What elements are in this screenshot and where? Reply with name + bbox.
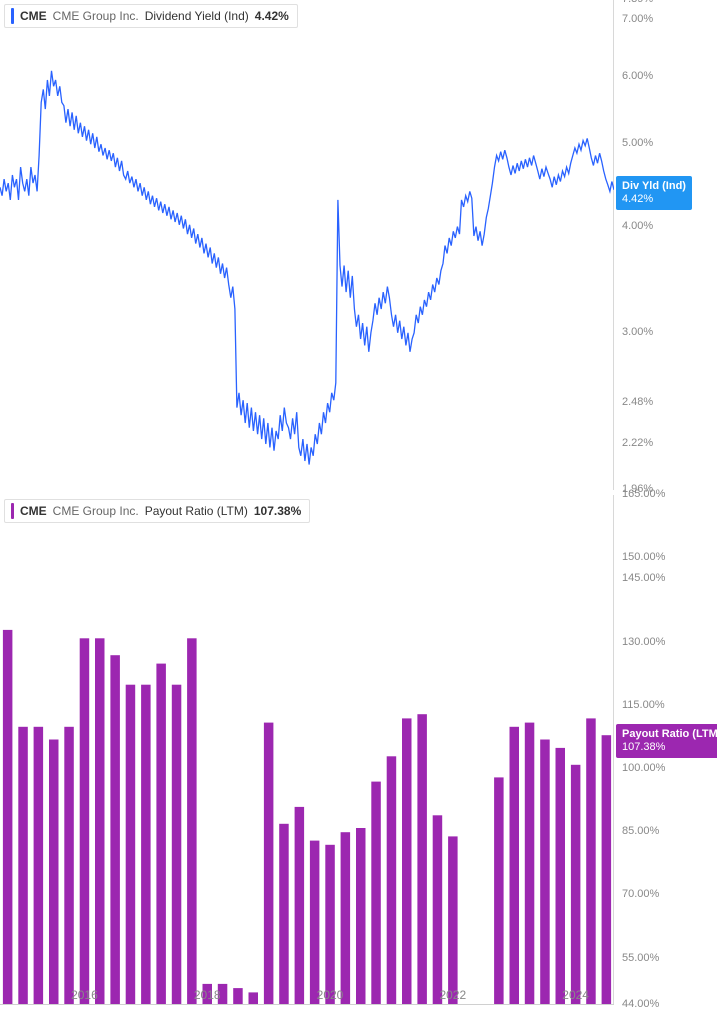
y-tick-label: 4.00% (622, 220, 653, 232)
bar (540, 740, 550, 1006)
bar (417, 714, 427, 1005)
plot-svg[interactable] (0, 495, 614, 1005)
bar (126, 685, 136, 1005)
y-tick-label: 3.00% (622, 326, 653, 338)
bar (64, 727, 74, 1005)
callout-value: 107.38% (622, 741, 717, 754)
bar (387, 756, 397, 1005)
value-callout: Payout Ratio (LTM)107.38% (616, 724, 717, 758)
legend-metric: Payout Ratio (LTM) (145, 504, 248, 518)
bar (525, 723, 535, 1005)
x-tick-label: 2024 (562, 988, 589, 1002)
x-tick-label: 2018 (194, 988, 221, 1002)
bar (3, 630, 13, 1005)
y-tick-label: 44.00% (622, 998, 659, 1010)
bar (18, 727, 28, 1005)
bar (34, 727, 44, 1005)
chart-legend[interactable]: CME CME Group Inc. Payout Ratio (LTM) 107.3… (4, 499, 310, 523)
y-tick-label: 55.00% (622, 952, 659, 964)
y-tick-label: 165.00% (622, 488, 665, 500)
bar (556, 748, 566, 1005)
plot-svg[interactable] (0, 0, 614, 490)
x-tick-label: 2020 (317, 988, 344, 1002)
bar (233, 988, 243, 1005)
bar (586, 718, 596, 1005)
y-tick-label: 2.22% (622, 437, 653, 449)
chart-legend[interactable]: CME CME Group Inc. Dividend Yield (Ind) 4.4… (4, 4, 298, 28)
bar (264, 723, 274, 1005)
bar (356, 828, 366, 1005)
y-tick-label: 70.00% (622, 888, 659, 900)
y-tick-label: 115.00% (622, 699, 665, 711)
bar (279, 824, 289, 1005)
bar (325, 845, 335, 1005)
y-tick-label: 145.00% (622, 572, 665, 584)
bar (341, 832, 351, 1005)
y-tick-label: 150.00% (622, 551, 665, 563)
bar (110, 655, 120, 1005)
bar (295, 807, 305, 1005)
x-tick-label: 2016 (71, 988, 98, 1002)
y-tick-label: 85.00% (622, 825, 659, 837)
bar (371, 782, 381, 1005)
legend-metric: Dividend Yield (Ind) (145, 9, 249, 23)
bar (571, 765, 581, 1005)
bar (141, 685, 151, 1005)
bar (249, 992, 259, 1005)
callout-value: 4.42% (622, 193, 686, 206)
legend-ticker: CME (20, 504, 47, 518)
x-tick-label: 2022 (439, 988, 466, 1002)
bar (402, 718, 412, 1005)
legend-company-name: CME Group Inc. (53, 9, 139, 23)
line-series (0, 71, 614, 465)
value-callout: Div Yld (Ind)4.42% (616, 176, 692, 210)
legend-value: 4.42% (255, 9, 289, 23)
callout-title: Payout Ratio (LTM) (622, 728, 717, 741)
bar (433, 815, 443, 1005)
y-tick-label: 7.39% (622, 0, 653, 5)
bar (80, 638, 90, 1005)
legend-swatch (11, 503, 14, 519)
callout-title: Div Yld (Ind) (622, 180, 686, 193)
y-tick-label: 130.00% (622, 636, 665, 648)
bar (172, 685, 182, 1005)
bar (494, 777, 504, 1005)
y-tick-label: 2.48% (622, 396, 653, 408)
bar (310, 841, 320, 1005)
bar (95, 638, 105, 1005)
y-tick-label: 100.00% (622, 762, 665, 774)
y-tick-label: 7.00% (622, 13, 653, 25)
legend-company-name: CME Group Inc. (53, 504, 139, 518)
payout-ratio-panel: 165.00%150.00%145.00%130.00%115.00%100.0… (0, 495, 717, 1005)
y-tick-label: 5.00% (622, 137, 653, 149)
y-tick-label: 6.00% (622, 70, 653, 82)
bar (602, 735, 612, 1005)
chart-canvas: 7.39% 7.00% 6.00% 5.00% 4.00% 3.00% 2.48% 2.22%… (0, 0, 717, 1005)
legend-swatch (11, 8, 14, 24)
bar (187, 638, 197, 1005)
dividend-yield-panel: 7.39% 7.00% 6.00% 5.00% 4.00% 3.00% 2.48% 2.22%… (0, 0, 717, 490)
bar (156, 664, 166, 1005)
bar (510, 727, 520, 1005)
bar (448, 836, 458, 1005)
bar (49, 740, 59, 1006)
legend-value: 107.38% (254, 504, 301, 518)
legend-ticker: CME (20, 9, 47, 23)
